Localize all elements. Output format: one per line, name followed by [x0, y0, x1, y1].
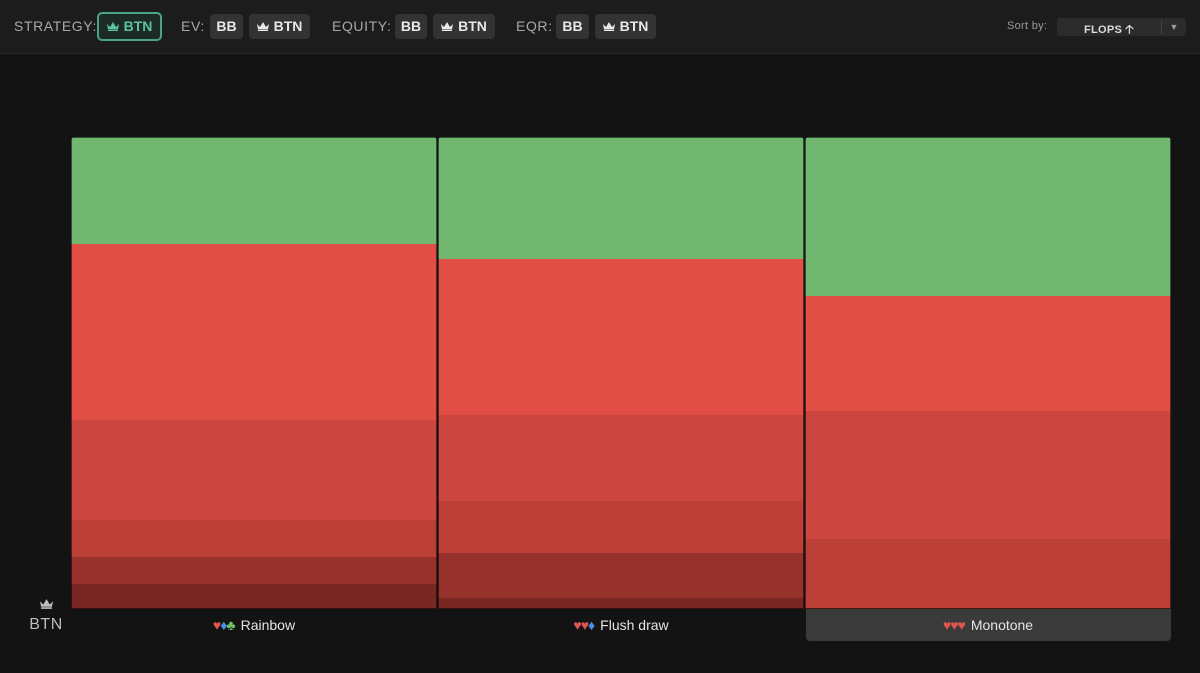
- sort-dropdown[interactable]: FLOPS 🡡 ▼: [1057, 18, 1186, 36]
- heart-icon: ♥: [942, 617, 951, 633]
- eqr-label: EQR:: [516, 18, 553, 34]
- crown-icon: [602, 14, 615, 39]
- equity-btn-label: BTN: [458, 18, 487, 34]
- crown-icon: [256, 14, 269, 39]
- category-label-text: Rainbow: [240, 617, 296, 633]
- bar-segment: [805, 296, 1171, 412]
- heart-icon: ♥: [950, 617, 958, 633]
- category-label[interactable]: ♥♥♦ Flush draw: [438, 617, 804, 633]
- ev-bb-label: BB: [216, 18, 237, 34]
- bar-segment: [438, 259, 804, 416]
- sort-label: Sort by:: [1007, 20, 1048, 32]
- bar-segment: [438, 415, 804, 502]
- sort-divider: [1161, 20, 1162, 34]
- equity-bb-toggle[interactable]: BB: [395, 14, 427, 39]
- arrow-up-icon[interactable]: 🡡: [1125, 22, 1135, 36]
- ev-btn-toggle[interactable]: BTN: [249, 14, 310, 39]
- ev-bb-toggle[interactable]: BB: [210, 14, 243, 39]
- suit-icons: ♥♦♣: [212, 617, 236, 633]
- heart-icon: ♥: [212, 617, 221, 633]
- selected-column-highlight: [806, 609, 1171, 641]
- diamond-icon: ♦: [588, 617, 595, 633]
- bar-segment: [71, 583, 437, 609]
- strategy-btn-toggle[interactable]: BTN: [97, 12, 162, 41]
- eqr-bb-label: BB: [562, 18, 583, 34]
- stacked-bar-monotone[interactable]: [805, 137, 1171, 609]
- position-indicator: BTN: [22, 596, 70, 634]
- ev-btn-label: BTN: [273, 18, 303, 34]
- bar-segment: [71, 420, 437, 521]
- toolbar: STRATEGY: BTN EV: BB BTN EQUITY: BB BTN …: [0, 0, 1200, 54]
- sort-value: FLOPS 🡡: [1057, 20, 1161, 41]
- bar-segment: [71, 137, 437, 245]
- heart-icon: ♥: [580, 617, 589, 633]
- bar-segment: [438, 137, 804, 260]
- eqr-btn-toggle[interactable]: BTN: [595, 14, 656, 39]
- heart-icon: ♥: [573, 617, 581, 633]
- category-label[interactable]: ♥♦♣ Rainbow: [71, 617, 437, 633]
- crown-icon: [441, 14, 454, 39]
- position-name: BTN: [29, 616, 63, 633]
- category-label-text: Monotone: [970, 617, 1034, 633]
- equity-btn-toggle[interactable]: BTN: [433, 14, 495, 39]
- stacked-bar-rainbow[interactable]: [71, 137, 437, 609]
- bar-segment: [71, 557, 437, 585]
- heart-icon: ♥: [957, 617, 966, 633]
- category-label-text: Flush draw: [600, 617, 669, 633]
- equity-label: EQUITY:: [332, 18, 392, 34]
- eqr-bb-toggle[interactable]: BB: [556, 14, 589, 39]
- category-label[interactable]: ♥♥♥ Monotone: [805, 617, 1171, 633]
- caret-down-icon[interactable]: ▼: [1169, 22, 1179, 32]
- suit-icons: ♥♥♦: [573, 617, 595, 633]
- ev-label: EV:: [181, 18, 205, 34]
- strategy-label: STRATEGY:: [14, 18, 97, 34]
- bar-segment: [805, 137, 1171, 297]
- bar-segment: [438, 598, 804, 609]
- suit-icons: ♥♥♥: [942, 617, 966, 633]
- bar-segment: [71, 244, 437, 421]
- equity-bb-label: BB: [400, 18, 422, 34]
- bar-segment: [438, 501, 804, 554]
- crown-icon: [22, 596, 70, 614]
- crown-icon: [106, 14, 119, 39]
- eqr-btn-label: BTN: [619, 18, 649, 34]
- stacked-bar-flush-draw[interactable]: [438, 137, 804, 609]
- diamond-icon: ♦: [220, 617, 227, 633]
- strategy-btn-label: BTN: [123, 18, 153, 34]
- bar-segment: [438, 553, 804, 599]
- sort-value-text: FLOPS: [1083, 24, 1123, 36]
- bar-segment: [805, 538, 1171, 609]
- club-icon: ♣: [226, 617, 235, 633]
- bar-segment: [805, 411, 1171, 540]
- bar-segment: [71, 520, 437, 558]
